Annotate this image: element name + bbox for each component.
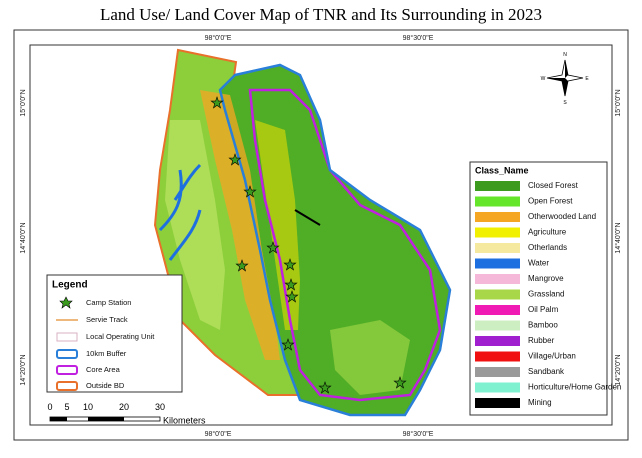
- camp-station: [210, 96, 224, 109]
- scale-bar: Kilometers 0 5 10 20 30: [47, 402, 206, 425]
- class-label: Open Forest: [528, 197, 573, 206]
- class-swatch: [475, 351, 520, 362]
- landcover-patch: [200, 90, 280, 360]
- grid-label: 98°0'0"E: [205, 430, 232, 438]
- legend-label: Outside BD: [86, 381, 125, 390]
- scale-unit: Kilometers: [163, 415, 206, 425]
- class-label: Village/Urban: [528, 352, 576, 361]
- landcover-patch: [330, 320, 410, 395]
- class-label: Mangrove: [528, 274, 564, 283]
- core-area: [248, 88, 442, 402]
- class-swatch: [475, 181, 520, 191]
- grid-label: 15°0'0"N: [614, 89, 622, 116]
- mining-area: [294, 209, 321, 226]
- class-label: Oil Palm: [528, 305, 559, 314]
- class-legend-title: Class_Name: [475, 165, 529, 175]
- class-swatch: [475, 258, 520, 269]
- legend-symbol: [59, 296, 73, 309]
- class-swatch: [475, 212, 520, 222]
- grid-label: 14°20'0"N: [614, 354, 622, 385]
- camp-station: [318, 381, 332, 394]
- class-swatch: [475, 367, 520, 377]
- grid-label: 14°40'0"N: [614, 222, 622, 253]
- class-swatch: [475, 336, 520, 346]
- class-swatch: [475, 243, 520, 253]
- landcover-patch: [255, 120, 300, 330]
- class-label: Otherlands: [528, 243, 567, 252]
- class-swatch: [475, 227, 520, 238]
- river: [158, 163, 202, 261]
- legend-label: 10km Buffer: [86, 349, 127, 358]
- camp-station: [228, 153, 242, 166]
- class-swatch: [475, 320, 520, 331]
- grid-label: 14°40'0"N: [19, 222, 27, 253]
- north-arrow: N E S W: [541, 52, 590, 106]
- scale-tick-label: 0: [47, 402, 52, 412]
- class-label: Rubber: [528, 336, 555, 345]
- class-label: Grassland: [528, 290, 564, 299]
- legend-label: Camp Station: [86, 298, 131, 307]
- legend-symbol: [56, 332, 78, 342]
- class-label: Agriculture: [528, 228, 567, 237]
- class-label: Water: [528, 259, 549, 268]
- class-swatch: [475, 382, 520, 393]
- grid-label: 98°30'0"E: [403, 430, 434, 438]
- grid-label: 14°20'0"N: [19, 354, 27, 385]
- legend-box: [46, 274, 183, 393]
- compass-label: S: [563, 100, 567, 106]
- camp-station: [235, 259, 249, 272]
- class-label: Horticulture/Home Garden: [528, 383, 621, 392]
- legend-symbol: [56, 365, 78, 375]
- legend-title: Legend: [52, 280, 88, 291]
- grid-label: 98°0'0"E: [205, 34, 232, 42]
- class-swatch: [475, 398, 520, 408]
- class-swatch: [475, 305, 520, 315]
- grid-label: 98°30'0"E: [403, 34, 434, 42]
- map-title: Land Use/ Land Cover Map of TNR and Its …: [100, 5, 542, 24]
- class-label: Closed Forest: [528, 181, 579, 190]
- camp-station: [266, 241, 280, 254]
- scale-tick-label: 30: [155, 402, 165, 412]
- camp-station: [283, 258, 297, 271]
- camp-station: [285, 290, 299, 303]
- camp-station: [243, 185, 257, 198]
- camp-station: [393, 376, 407, 389]
- class-legend-items: Closed Forest Open Forest Otherwooded Land…: [475, 181, 621, 408]
- class-label: Bamboo: [528, 321, 558, 330]
- compass-label: N: [563, 52, 567, 58]
- scale-tick-label: 5: [64, 402, 69, 412]
- scale-tick-label: 10: [83, 402, 93, 412]
- class-swatch: [475, 289, 520, 300]
- legend-symbol: [56, 349, 78, 359]
- legend-symbol: [56, 381, 78, 391]
- camp-station: [284, 278, 298, 291]
- legend-label: Local Operating Unit: [86, 332, 155, 341]
- compass-label: E: [585, 76, 589, 82]
- grid-label: 15°0'0"N: [19, 89, 27, 116]
- legend-label: Core Area: [86, 365, 121, 374]
- camp-station: [281, 338, 295, 351]
- class-swatch: [475, 274, 520, 284]
- camp-stations: [210, 96, 407, 394]
- class-label: Mining: [528, 398, 552, 407]
- class-swatch: [475, 196, 520, 207]
- compass-label: W: [541, 76, 546, 82]
- scale-tick-label: 20: [119, 402, 129, 412]
- legend-label: Servie Track: [86, 315, 128, 324]
- class-label: Otherwooded Land: [528, 212, 596, 221]
- class-label: Sandbank: [528, 367, 565, 376]
